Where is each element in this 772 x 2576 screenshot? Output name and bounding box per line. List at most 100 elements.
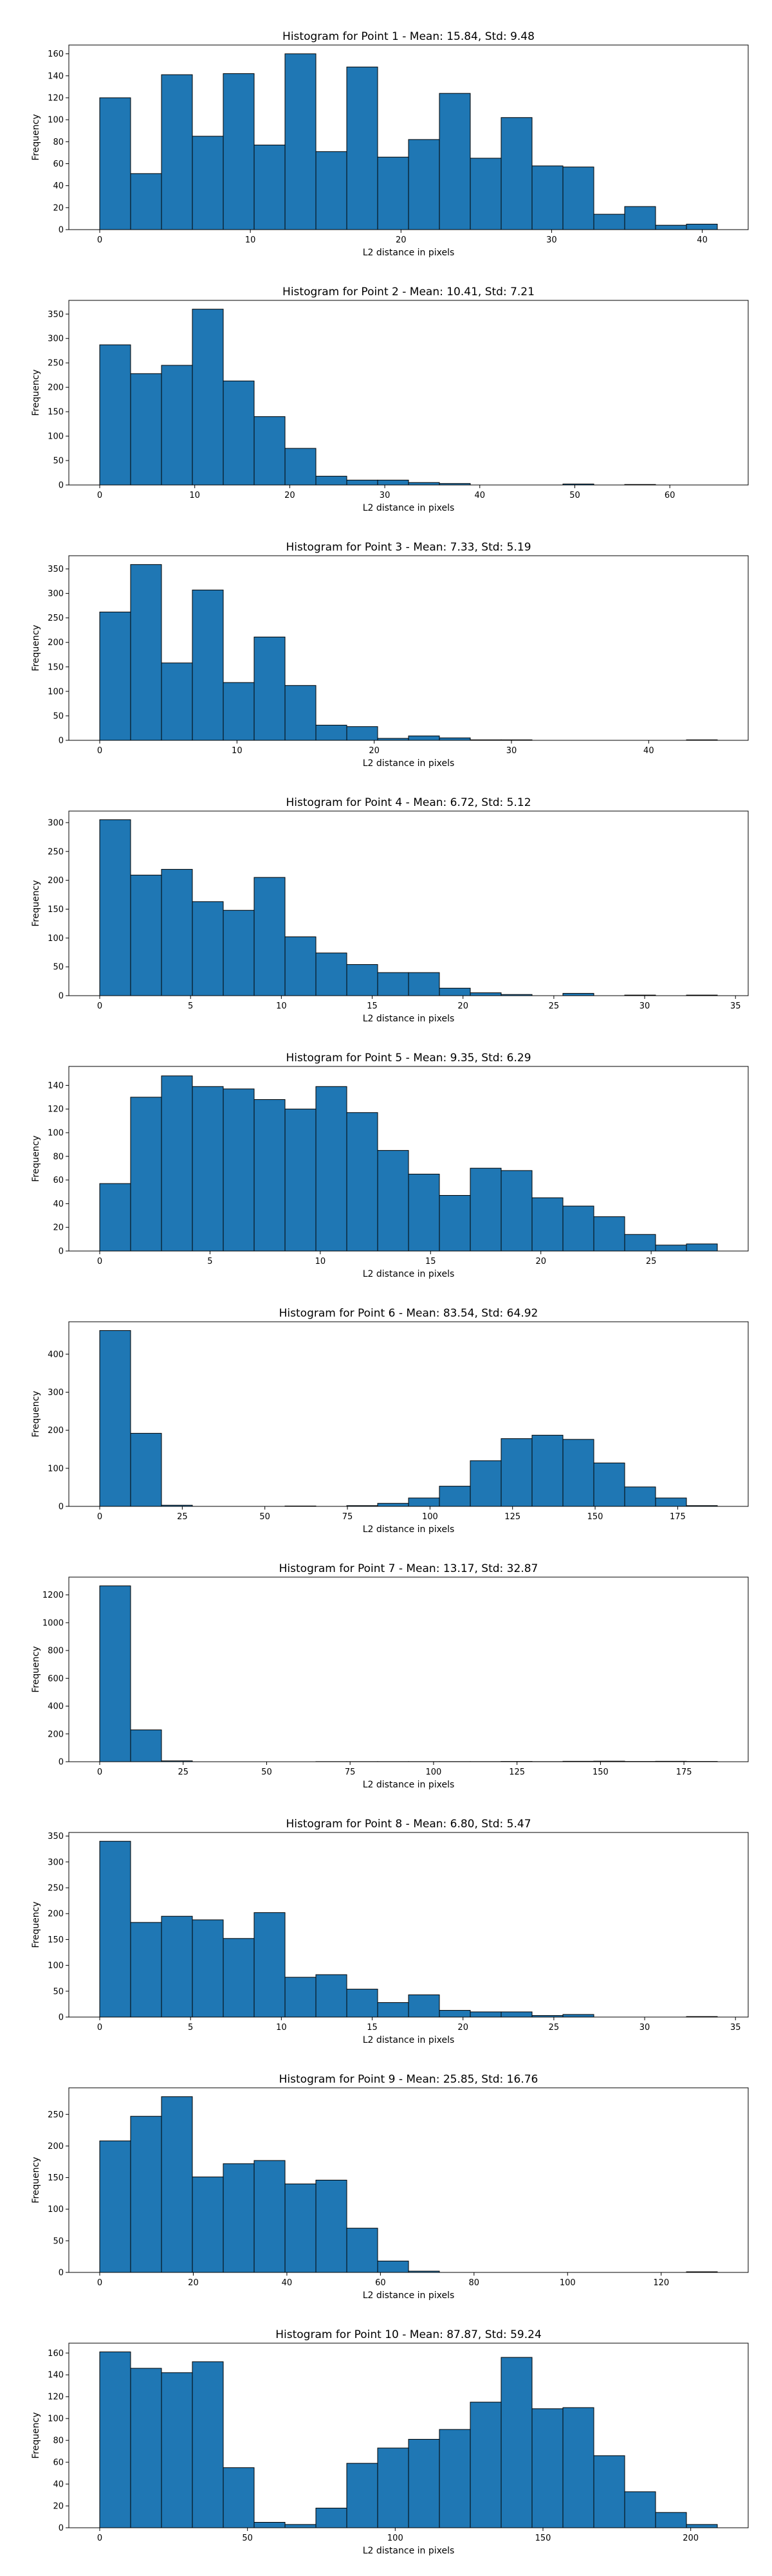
x-axis-label: L2 distance in pixels (363, 248, 455, 258)
x-axis-label: L2 distance in pixels (363, 2290, 455, 2301)
y-tick-label: 140 (48, 1081, 64, 1091)
histogram-bar (131, 1923, 161, 2017)
x-tick-label: 10 (245, 235, 256, 245)
histogram-bar (347, 2228, 378, 2272)
histogram-bar (470, 1168, 501, 1251)
histogram-bar (686, 2525, 717, 2528)
histogram-bar (131, 2368, 161, 2528)
histogram-bar (378, 1503, 409, 1506)
y-tick-label: 60 (53, 2458, 64, 2468)
x-tick-label: 100 (426, 1768, 442, 1777)
x-tick-label: 60 (375, 2278, 386, 2288)
histogram-bar (100, 1586, 131, 1762)
y-axis-label: Frequency (31, 114, 41, 160)
histogram-bar (470, 1461, 501, 1506)
y-tick-label: 350 (48, 565, 64, 574)
histogram-bar (378, 2002, 409, 2017)
y-tick-label: 150 (48, 662, 64, 672)
histogram-bar (625, 2492, 656, 2528)
y-tick-label: 0 (59, 2269, 64, 2278)
y-tick-label: 60 (53, 1176, 64, 1185)
histogram-bar (594, 214, 625, 230)
y-tick-label: 0 (59, 481, 64, 491)
histogram-bar (625, 1487, 656, 1506)
x-tick-label: 150 (535, 2534, 551, 2543)
histogram-bar (192, 2362, 223, 2528)
histogram-bar (563, 167, 594, 230)
y-axis-label: Frequency (31, 1646, 41, 1692)
x-tick-label: 50 (259, 1512, 270, 1522)
y-tick-label: 0 (59, 226, 64, 235)
histogram-bar (316, 1086, 347, 1251)
x-axis-label: L2 distance in pixels (363, 2035, 455, 2045)
histogram-bar (254, 145, 285, 230)
histogram-bar (254, 877, 285, 996)
y-axis-label: Frequency (31, 880, 41, 926)
y-tick-label: 250 (48, 847, 64, 857)
chart-title: Histogram for Point 8 - Mean: 6.80, Std:… (286, 1818, 531, 1831)
histogram-bar (223, 1089, 254, 1251)
x-tick-label: 40 (474, 491, 485, 500)
x-tick-label: 20 (188, 2278, 199, 2288)
chart-title: Histogram for Point 5 - Mean: 9.35, Std:… (286, 1052, 531, 1064)
histogram-bar (563, 2014, 594, 2017)
histogram-bar (161, 75, 192, 230)
x-tick-label: 0 (97, 235, 102, 245)
y-tick-label: 100 (48, 1129, 64, 1138)
histogram-bar (378, 1151, 409, 1251)
histogram-bar (347, 727, 378, 740)
histogram-bar (686, 224, 717, 230)
y-tick-label: 140 (48, 2371, 64, 2380)
y-tick-label: 800 (48, 1647, 64, 1656)
y-tick-label: 200 (48, 2142, 64, 2151)
y-tick-label: 400 (48, 1702, 64, 1712)
y-tick-label: 250 (48, 2110, 64, 2120)
y-tick-label: 20 (53, 2502, 64, 2512)
y-tick-label: 0 (59, 2524, 64, 2534)
y-tick-label: 50 (53, 1987, 64, 1996)
histogram-bar (223, 2164, 254, 2272)
x-tick-label: 15 (425, 1257, 436, 1266)
y-tick-label: 200 (48, 1910, 64, 1919)
histogram-bar (285, 54, 316, 230)
histogram-bar (192, 590, 223, 740)
histogram-bar (316, 2508, 347, 2528)
histogram-bar (409, 1498, 439, 1506)
y-tick-label: 40 (53, 1200, 64, 1209)
histogram-bar (439, 93, 470, 230)
x-tick-label: 175 (676, 1768, 692, 1777)
histogram-bar (131, 1097, 161, 1251)
y-tick-label: 0 (59, 992, 64, 1001)
x-tick-label: 20 (457, 1001, 468, 1011)
y-tick-label: 40 (53, 181, 64, 191)
x-tick-label: 0 (97, 2023, 102, 2032)
chart-title: Histogram for Point 4 - Mean: 6.72, Std:… (286, 796, 531, 809)
histogram-bar (532, 1198, 563, 1251)
x-tick-label: 20 (457, 2023, 468, 2032)
y-tick-label: 200 (48, 1426, 64, 1436)
histogram-bar (409, 2439, 439, 2528)
y-tick-label: 80 (53, 138, 64, 147)
histogram-bar (131, 374, 161, 485)
y-tick-label: 0 (59, 1503, 64, 1512)
histogram-bar (161, 1916, 192, 2017)
x-tick-label: 20 (369, 746, 380, 756)
x-tick-label: 50 (242, 2534, 253, 2543)
histogram-bar (316, 1975, 347, 2017)
y-tick-label: 140 (48, 71, 64, 81)
x-tick-label: 30 (639, 2023, 650, 2032)
histogram-bar (378, 480, 409, 485)
plot-frame (69, 1322, 748, 1506)
x-tick-label: 5 (207, 1257, 212, 1266)
x-tick-label: 25 (646, 1257, 657, 1266)
histogram-bar (254, 637, 285, 740)
histogram-bar (285, 448, 316, 485)
y-axis-label: Frequency (31, 1391, 41, 1437)
histogram-bar (316, 476, 347, 485)
histogram-bar (100, 612, 131, 740)
chart-title: Histogram for Point 6 - Mean: 83.54, Std… (279, 1307, 538, 1320)
